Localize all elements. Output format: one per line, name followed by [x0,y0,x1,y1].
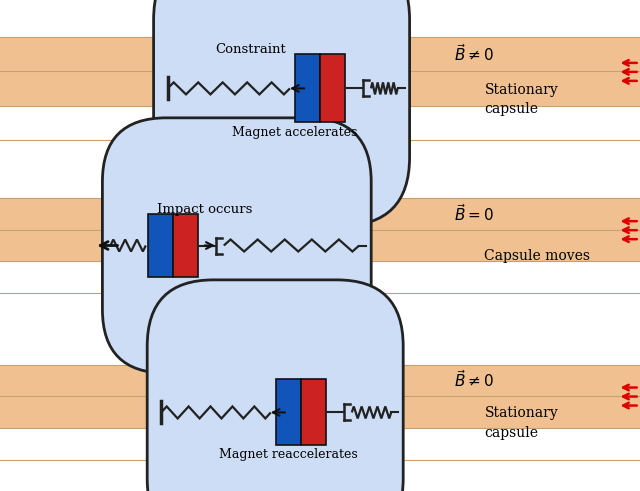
Bar [173,214,198,277]
Bar [0,71,640,106]
Bar [320,55,345,122]
Text: $\vec{B}\neq 0$: $\vec{B}\neq 0$ [454,44,494,64]
Bar [0,37,640,71]
Bar [0,364,640,397]
Bar [0,198,640,230]
Bar [276,380,301,445]
Text: Stationary
capsule: Stationary capsule [484,406,558,440]
Bar [295,55,320,122]
Text: $\vec{B}\neq 0$: $\vec{B}\neq 0$ [454,369,494,390]
FancyBboxPatch shape [102,118,371,373]
FancyBboxPatch shape [154,0,410,226]
Text: Capsule moves: Capsule moves [484,249,590,263]
Bar [148,214,173,277]
Bar [0,397,640,428]
Text: Impact occurs: Impact occurs [157,203,252,216]
Bar [0,230,640,262]
Text: Stationary
capsule: Stationary capsule [484,82,558,116]
Text: $\vec{B}= 0$: $\vec{B}= 0$ [454,203,494,224]
Text: Magnet accelerates: Magnet accelerates [232,126,357,139]
Text: Constraint: Constraint [216,43,286,56]
Bar [301,380,326,445]
Text: Magnet reaccelerates: Magnet reaccelerates [219,448,357,462]
FancyBboxPatch shape [147,280,403,491]
